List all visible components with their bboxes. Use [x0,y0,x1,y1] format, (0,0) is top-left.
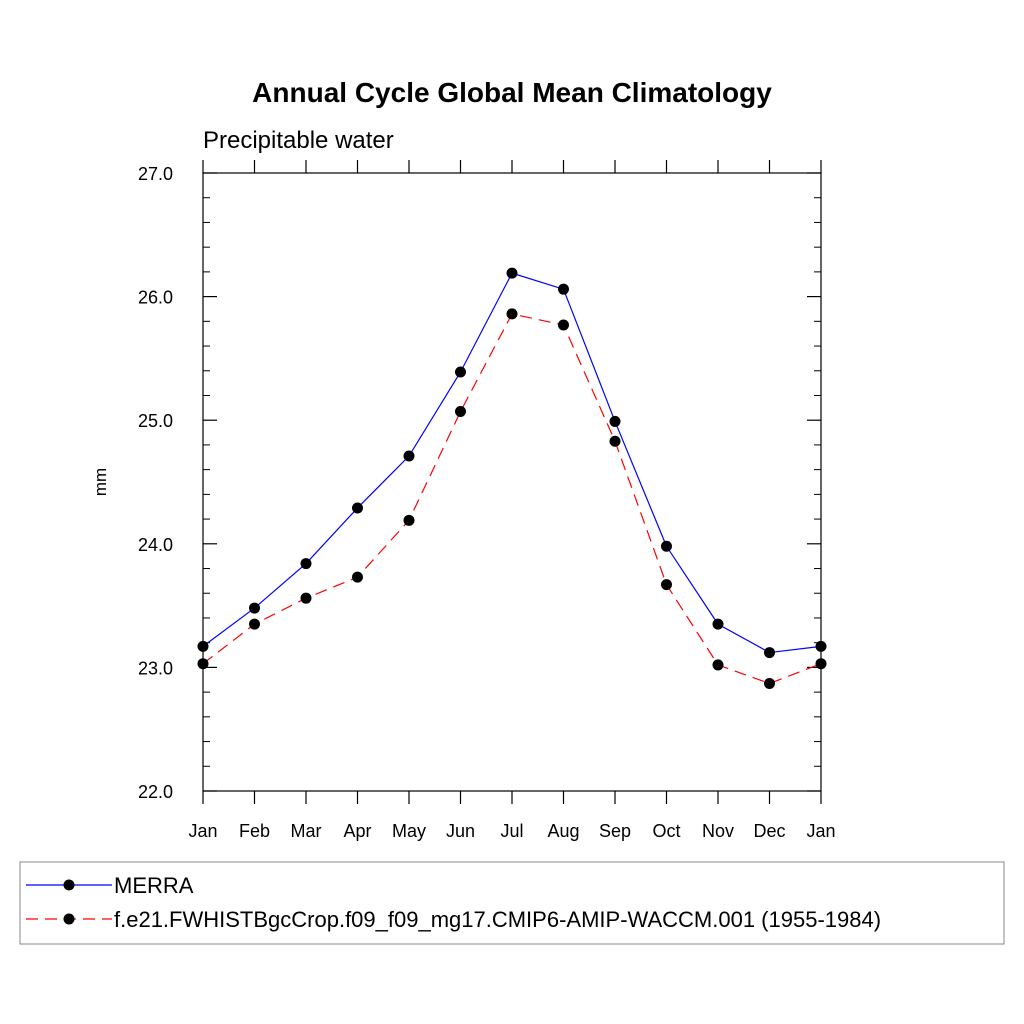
data-point [712,659,724,671]
x-tick-label: May [392,821,426,841]
chart-title: Annual Cycle Global Mean Climatology [252,77,772,108]
data-point [300,558,312,570]
x-tick-label: Nov [702,821,734,841]
series-line [202,272,822,654]
y-tick-label: 27.0 [138,164,173,184]
data-point [352,502,363,514]
x-tick-label: Mar [291,821,322,841]
x-tick-label: Feb [239,821,270,841]
data-point [609,435,621,447]
x-tick-label: Aug [547,821,579,841]
x-tick-label: Jan [188,821,217,841]
data-point [712,618,724,630]
legend-item: f.e21.FWHISTBgcCrop.f09_f09_mg17.CMIP6-A… [26,907,881,932]
data-point [558,283,569,295]
data-point [300,592,312,604]
legend-box [19,861,1005,945]
data-point [249,602,260,614]
y-tick-label: 22.0 [138,782,173,802]
y-tick-label: 23.0 [138,658,173,678]
y-axis-label: mm [91,468,110,496]
legend-marker [63,879,75,891]
legend-marker [63,913,75,925]
x-tick-label: Oct [652,821,680,841]
series-1 [197,308,827,689]
data-point [764,677,775,689]
axes: Jan Feb Mar Apr May Jun Jul Aug Sep Oct Nov Dec Jan 2… [138,160,836,841]
y-tick-label: 26.0 [138,288,173,308]
data-point [403,514,415,526]
legend: MERRA f.e21.FWHISTBgcCrop.f09_f09_mg17.CM… [19,861,1005,945]
y-tick-label: 24.0 [138,535,173,555]
y-tick-label: 25.0 [138,411,173,431]
x-tick-label: Jan [806,821,835,841]
x-tick-label: Jun [446,821,475,841]
legend-label: MERRA [114,873,194,898]
data-point [815,640,827,652]
data-point [455,366,466,378]
x-tick-label: Apr [343,821,371,841]
x-tick-label: Jul [500,821,523,841]
data-point [249,618,260,630]
data-point [815,658,827,670]
data-point [661,540,672,552]
chart-subtitle: Precipitable water [203,127,394,154]
data-point [197,658,209,670]
series-line [202,313,822,685]
series-0 [197,267,827,659]
x-tick-label: Sep [599,821,631,841]
data-point [403,450,415,462]
data-point [506,308,518,320]
data-point [352,571,363,583]
data-point [455,406,466,418]
legend-label: f.e21.FWHISTBgcCrop.f09_f09_mg17.CMIP6-A… [114,907,881,932]
data-point [609,415,621,427]
data-point [764,647,775,659]
plot-frame [202,172,822,792]
data-point [661,579,672,591]
data-point [197,640,209,652]
x-tick-label: Dec [753,821,785,841]
series-layer [197,267,827,689]
legend-item: MERRA [26,873,194,898]
data-point [558,319,569,331]
data-point [506,267,518,279]
